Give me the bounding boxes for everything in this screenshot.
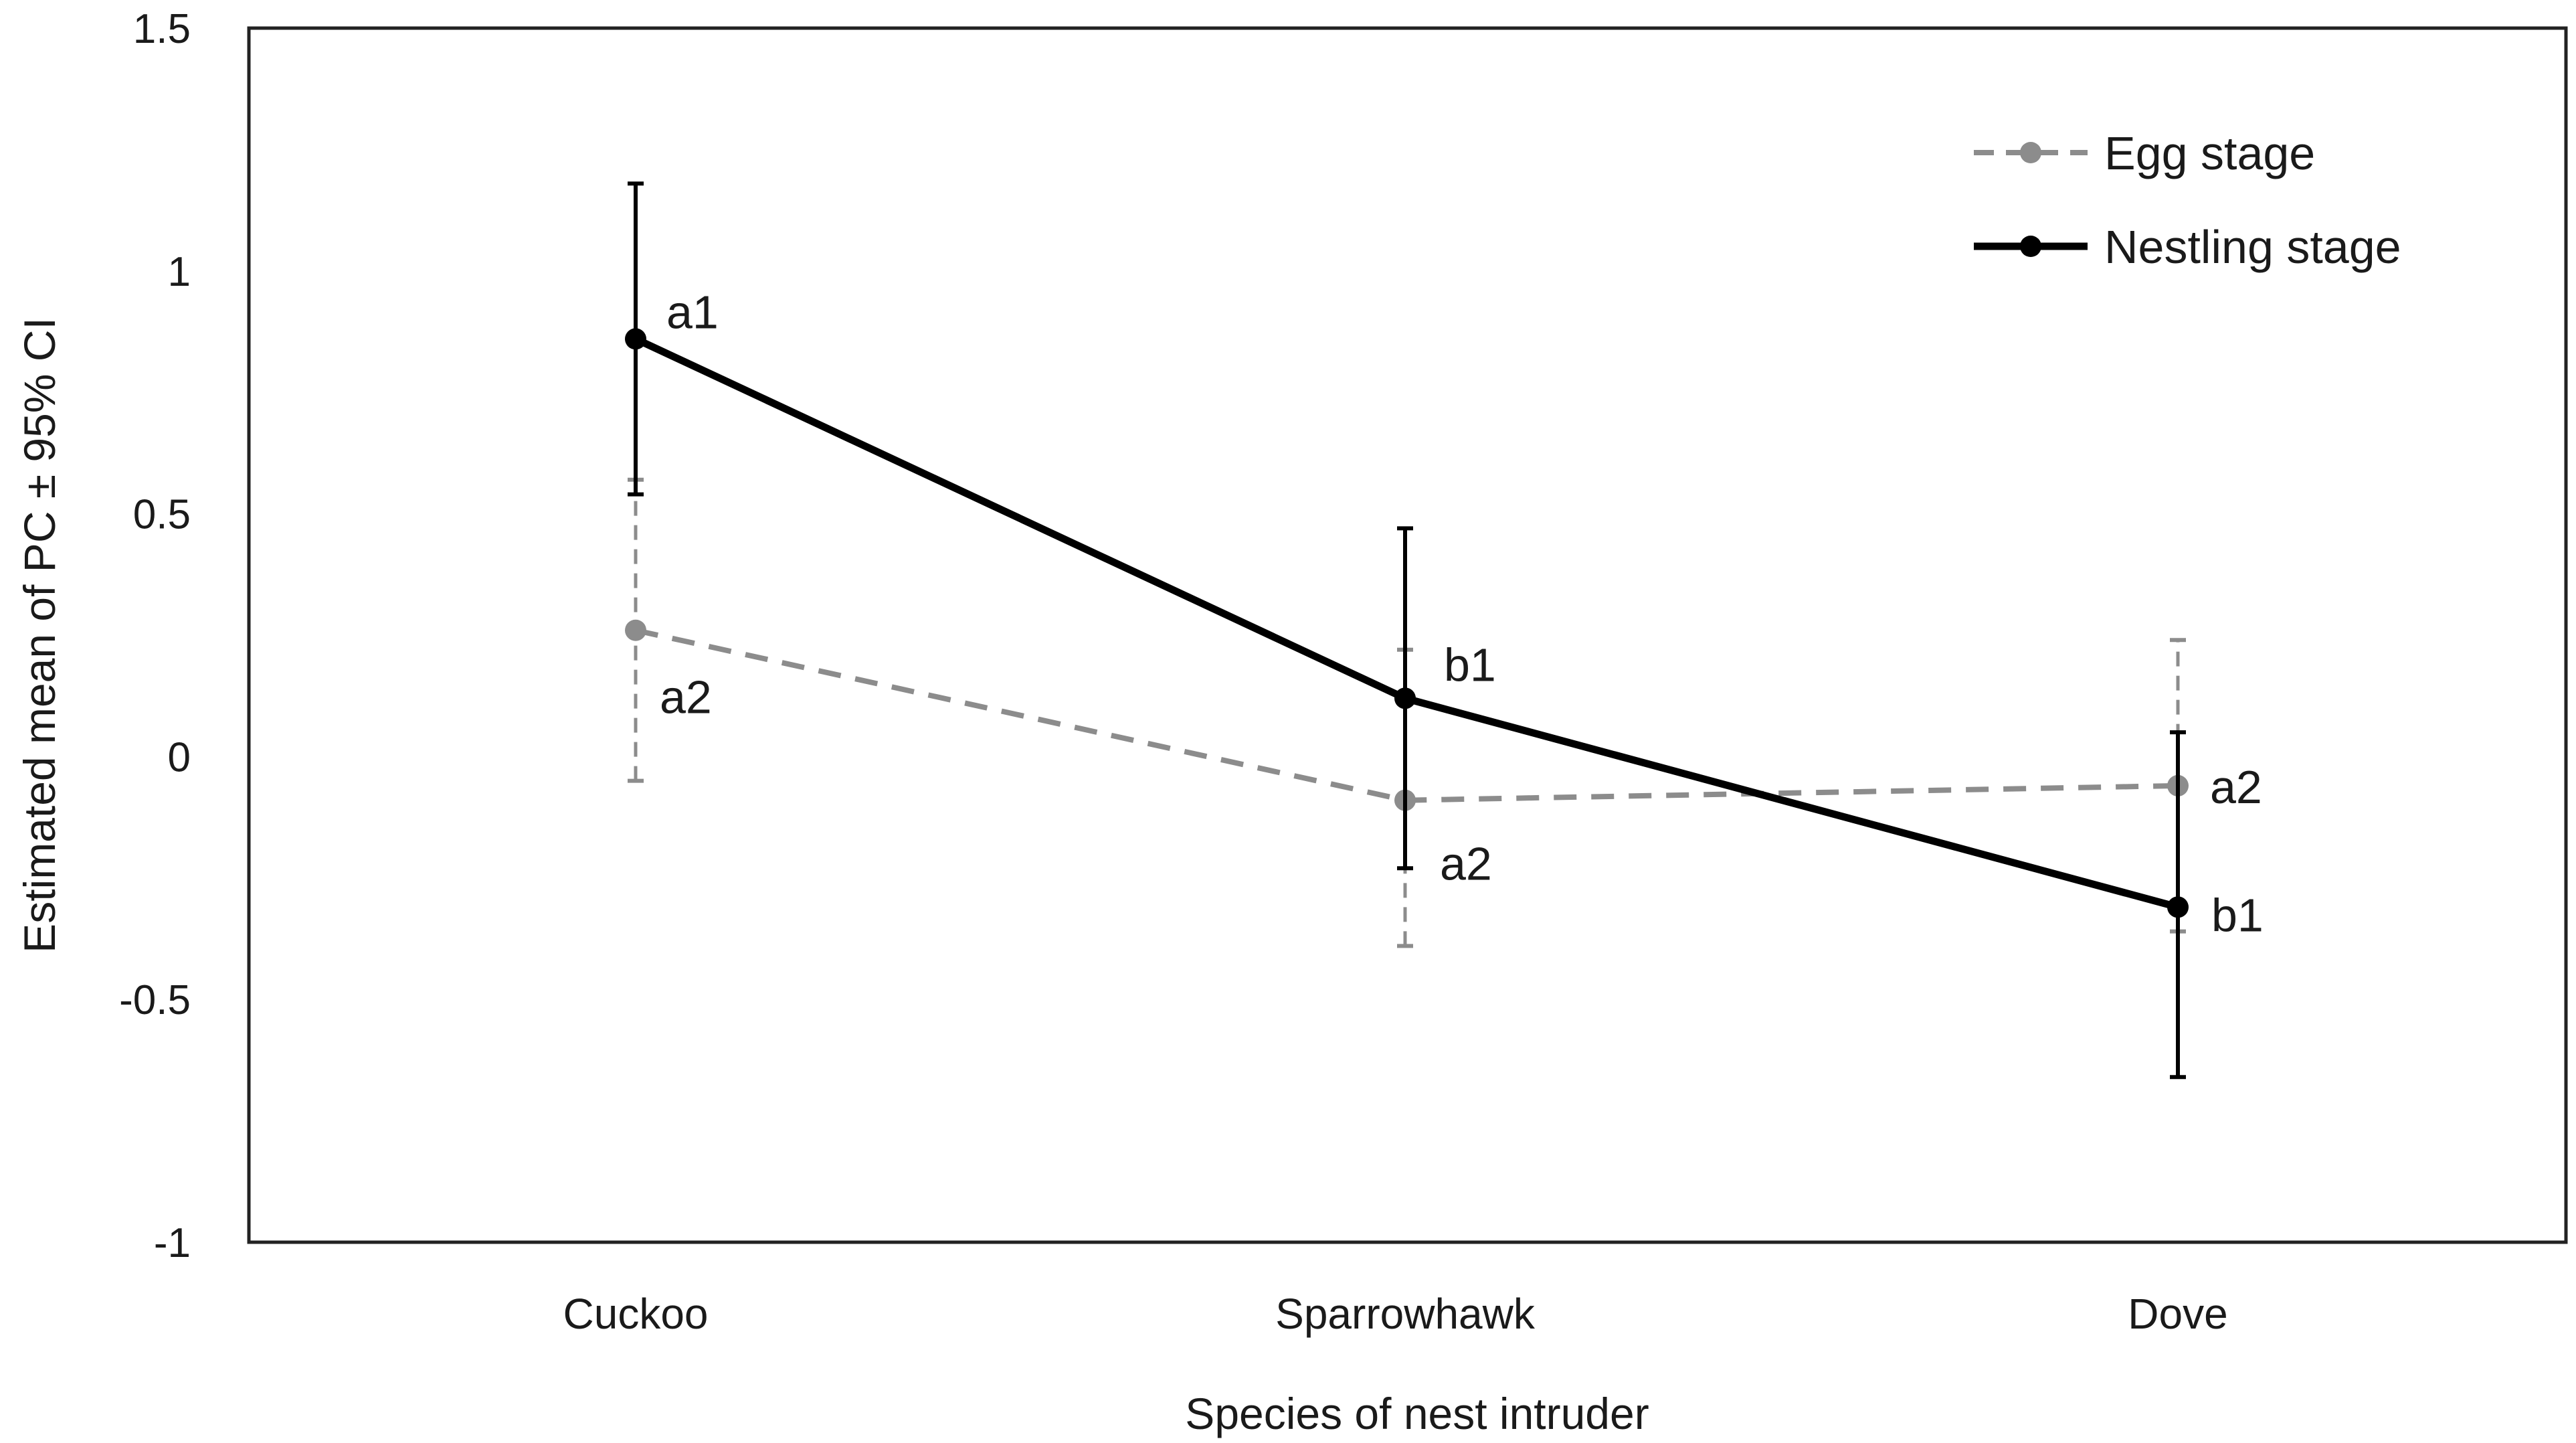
significance-label: a2 (2210, 761, 2262, 813)
x-category-label: Dove (2128, 1290, 2227, 1338)
series-layer (625, 181, 2189, 1080)
legend-swatch-marker (2020, 236, 2041, 257)
plot-area-frame (247, 26, 2568, 1244)
egg-stage-point (625, 619, 646, 641)
x-category-label: Sparrowhawk (1275, 1290, 1536, 1338)
significance-label: b1 (2211, 889, 2264, 941)
x-axis-title: Species of nest intruder (1185, 1389, 1649, 1438)
significance-label: b1 (1444, 639, 1496, 691)
y-tick-label: 0 (168, 734, 191, 780)
significance-label: a2 (660, 671, 712, 724)
nestling-stage-point (1394, 687, 1416, 709)
nestling-stage-series (625, 181, 2189, 1080)
legend-label: Egg stage (2104, 127, 2315, 179)
y-tick-label: 0.5 (133, 492, 191, 538)
significance-label: a1 (666, 286, 719, 338)
legend-swatch-marker (2020, 142, 2041, 163)
y-tick-label: 1.5 (133, 6, 191, 52)
y-tick-label: -1 (154, 1220, 191, 1266)
nestling-stage-point (625, 328, 646, 350)
x-category-label: Cuckoo (563, 1290, 709, 1338)
legend-label: Nestling stage (2104, 221, 2401, 273)
y-axis-ticks: 1.5 1 0.5 0 -0.5 -1 (119, 6, 191, 1266)
nestling-stage-point (2167, 896, 2189, 918)
significance-label: a2 (1440, 838, 1492, 890)
y-tick-label: -0.5 (119, 977, 191, 1023)
legend: Egg stage Nestling stage (1974, 127, 2401, 273)
significance-labels: a2 a2 a2 a1 b1 b1 (660, 286, 2264, 941)
y-tick-label: 1 (168, 249, 191, 295)
y-axis-title: Estimated mean of PC ± 95% CI (15, 317, 64, 953)
x-axis-categories: Cuckoo Sparrowhawk Dove (563, 1290, 2228, 1338)
